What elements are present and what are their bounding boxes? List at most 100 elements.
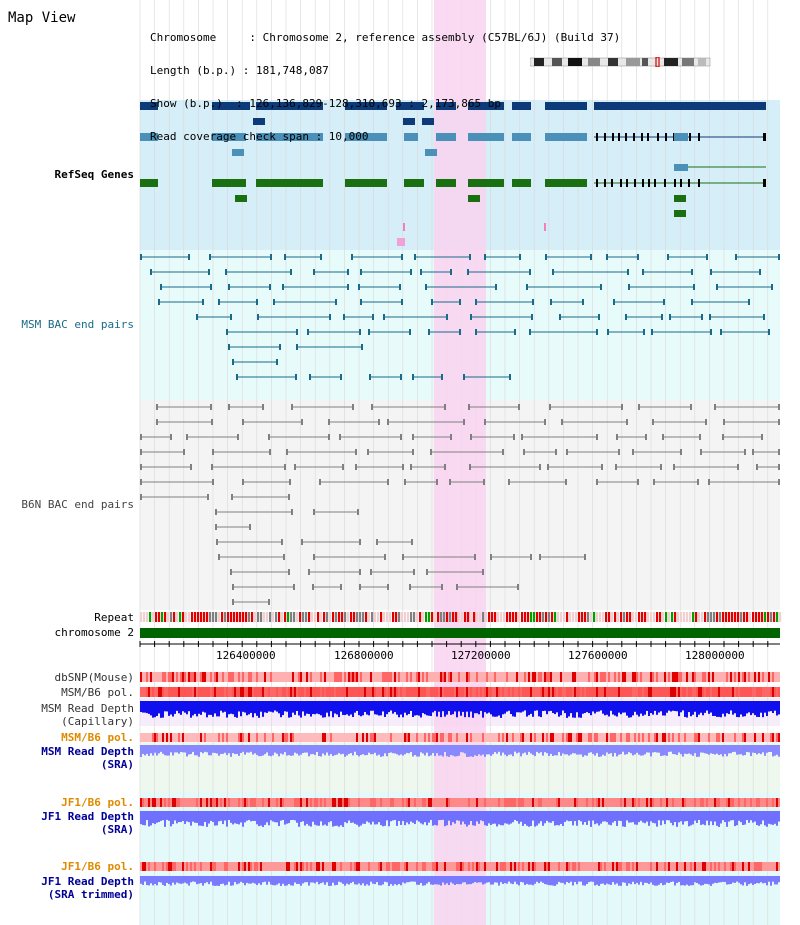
repeat-mark	[611, 612, 614, 622]
track-label-chromosome[interactable]: chromosome 2	[54, 626, 134, 639]
read-depth-bar	[222, 876, 224, 884]
read-depth-bar	[590, 745, 592, 753]
read-depth-bar	[478, 876, 480, 883]
bac-end-mark	[598, 314, 600, 320]
polymorphism-mark	[394, 687, 396, 697]
polymorphism-mark	[662, 687, 664, 697]
track-label-jf1-depth[interactable]: JF1 Read Depth (SRA)	[41, 810, 134, 836]
bac-end-mark	[667, 254, 669, 260]
bac-end-mark	[207, 494, 209, 500]
polymorphism-mark	[392, 798, 394, 807]
polymorphism-mark	[412, 672, 414, 682]
chromosome-ideogram[interactable]	[529, 52, 712, 68]
polymorphism-mark	[544, 798, 546, 807]
bac-end-mark	[399, 284, 401, 290]
track-label-repeat[interactable]: Repeat	[94, 611, 134, 624]
track-label-msm-depth-sra[interactable]: MSM Read Depth (SRA)	[41, 745, 134, 771]
gene-exon-block	[512, 133, 531, 141]
polymorphism-mark	[272, 862, 274, 871]
repeat-mark	[224, 612, 227, 622]
polymorphism-mark	[210, 687, 212, 697]
read-depth-bar	[652, 701, 654, 715]
polymorphism-mark	[518, 862, 520, 871]
polymorphism-mark	[636, 798, 638, 807]
polymorphism-mark	[554, 798, 556, 807]
track-label-msm-depth-cap[interactable]: MSM Read Depth (Capillary)	[41, 702, 134, 728]
polymorphism-mark	[638, 862, 640, 871]
polymorphism-mark	[664, 733, 666, 742]
read-depth-bar	[526, 876, 528, 884]
polymorphism-mark	[618, 798, 620, 807]
polymorphism-mark	[378, 733, 380, 742]
polymorphism-mark	[288, 862, 290, 871]
read-depth-bar	[340, 811, 342, 826]
read-depth-bar	[350, 811, 352, 823]
read-depth-bar	[572, 811, 574, 826]
read-depth-bar	[726, 811, 728, 827]
track-label-jf1-pol-2[interactable]: JF1/B6 pol.	[61, 860, 134, 873]
read-depth-bar	[748, 745, 750, 753]
track-label-b6n-bac[interactable]: B6N BAC end pairs	[21, 498, 134, 511]
track-label-refseq[interactable]: RefSeq Genes	[54, 168, 134, 181]
polymorphism-mark	[774, 862, 776, 871]
polymorphism-mark	[216, 687, 218, 697]
read-depth-bar	[342, 811, 344, 827]
track-label-dbsnp[interactable]: dbSNP(Mouse)	[54, 671, 134, 684]
polymorphism-mark	[194, 687, 196, 697]
polymorphism-mark	[694, 672, 696, 682]
read-depth-bar	[382, 701, 384, 712]
bac-end-mark	[660, 464, 662, 470]
read-depth-bar	[294, 745, 296, 753]
polymorphism-mark	[374, 862, 376, 871]
polymorphism-mark	[770, 687, 772, 697]
polymorphism-mark	[518, 687, 520, 697]
polymorphism-mark	[342, 733, 344, 742]
repeat-mark	[263, 612, 266, 622]
polymorphism-mark	[262, 687, 264, 697]
read-depth-bar	[294, 876, 296, 883]
bac-end-mark	[735, 254, 737, 260]
polymorphism-mark	[172, 733, 174, 742]
polymorphism-mark	[414, 687, 416, 697]
read-depth-bar	[456, 701, 458, 718]
polymorphism-mark	[722, 733, 724, 742]
track-label-jf1-depth-trimmed[interactable]: JF1 Read Depth (SRA trimmed)	[41, 875, 134, 901]
read-depth-bar	[490, 745, 492, 756]
track-label-jf1-pol-1[interactable]: JF1/B6 pol.	[61, 796, 134, 809]
read-depth-bar	[228, 811, 230, 820]
bac-end-mark	[645, 434, 647, 440]
polymorphism-mark	[330, 672, 332, 682]
track-label-msm-bac[interactable]: MSM BAC end pairs	[21, 318, 134, 331]
read-depth-bar	[230, 876, 232, 886]
track-label-msm-pol-2[interactable]: MSM/B6 pol.	[61, 731, 134, 744]
read-depth-bar	[304, 745, 306, 753]
polymorphism-mark	[576, 733, 578, 742]
polymorphism-mark	[504, 687, 506, 697]
polymorphism-mark	[428, 687, 430, 697]
polymorphism-mark	[552, 798, 554, 807]
track-label-msm-pol-1[interactable]: MSM/B6 pol.	[61, 686, 134, 699]
bac-end-mark	[339, 434, 341, 440]
read-depth-bar	[168, 811, 170, 821]
polymorphism-mark	[164, 672, 166, 682]
read-depth-bar	[358, 745, 360, 757]
bac-end-mark	[226, 329, 228, 335]
polymorphism-mark	[156, 798, 158, 807]
polymorphism-mark	[666, 798, 668, 807]
polymorphism-mark	[722, 687, 724, 697]
gene-exon-tick	[698, 179, 700, 187]
read-depth-bar	[768, 701, 770, 712]
bac-end-mark	[596, 329, 598, 335]
polymorphism-mark	[296, 862, 298, 871]
repeat-mark	[467, 612, 470, 622]
read-depth-bar	[644, 745, 646, 755]
read-depth-bar	[646, 811, 648, 822]
read-depth-bar	[510, 701, 512, 715]
polymorphism-mark	[544, 672, 546, 682]
read-depth-bar	[304, 811, 306, 826]
polymorphism-mark	[748, 672, 750, 682]
read-depth-bar	[632, 745, 634, 756]
read-depth-bar	[650, 811, 652, 822]
read-depth-bar	[244, 701, 246, 713]
polymorphism-mark	[188, 733, 190, 742]
